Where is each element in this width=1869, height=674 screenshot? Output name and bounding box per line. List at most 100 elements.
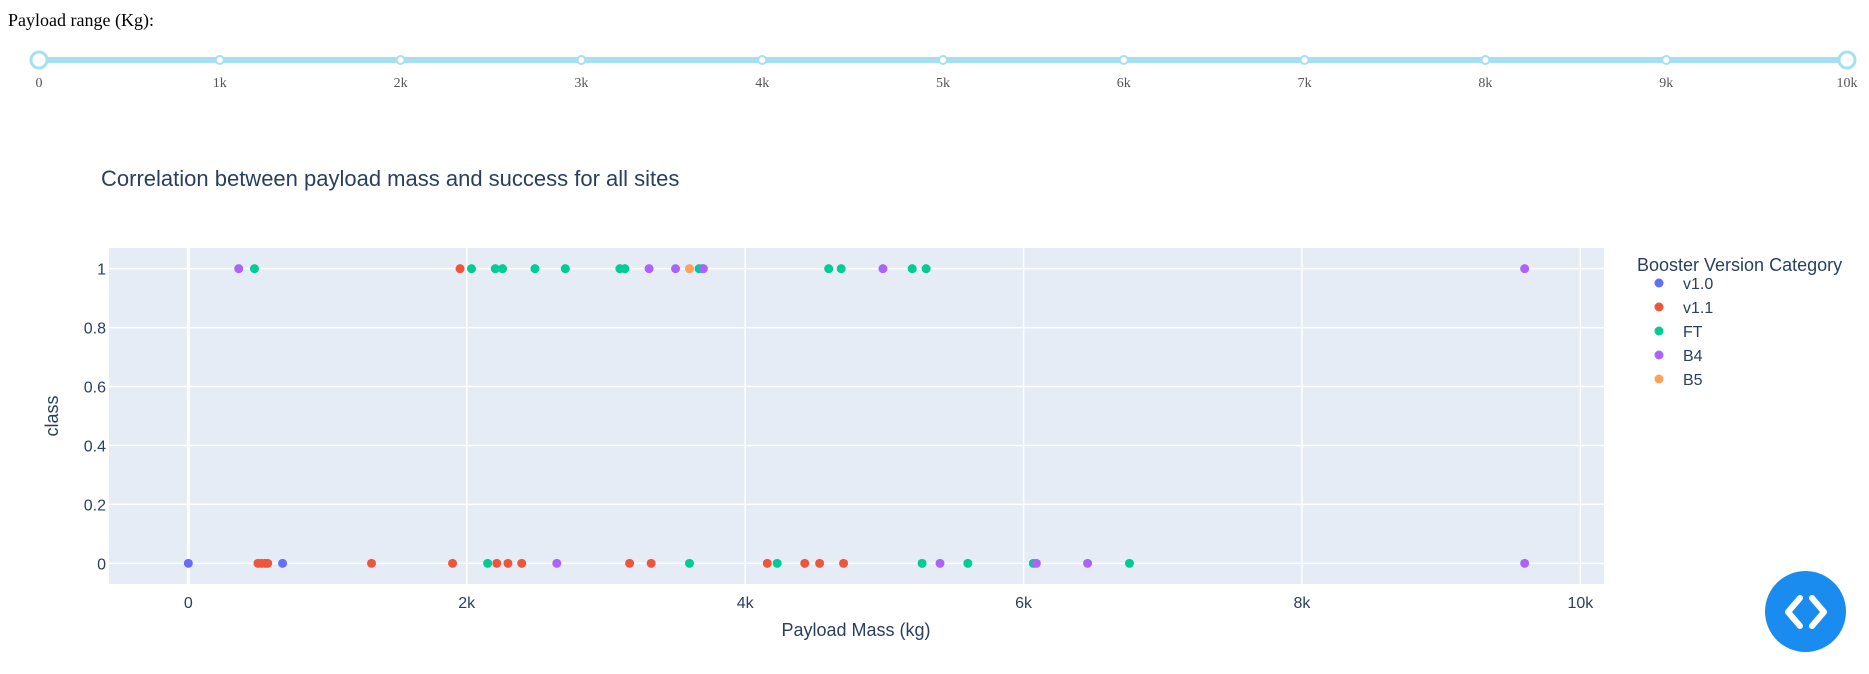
data-point[interactable] bbox=[684, 264, 694, 274]
y-tick-label: 0.6 bbox=[84, 380, 106, 397]
data-point[interactable] bbox=[183, 558, 193, 568]
code-toggle-button[interactable] bbox=[1765, 571, 1846, 652]
x-tick-label: 2k bbox=[458, 595, 476, 612]
data-point[interactable] bbox=[503, 558, 513, 568]
legend-item[interactable]: v1.1 bbox=[1654, 300, 1714, 317]
slider-mark-label[interactable]: 1k bbox=[213, 76, 227, 91]
slider-handle-min[interactable] bbox=[29, 50, 49, 70]
data-point[interactable] bbox=[490, 264, 500, 274]
legend-item[interactable]: v1.0 bbox=[1654, 276, 1714, 293]
data-point[interactable] bbox=[935, 558, 945, 568]
data-point[interactable] bbox=[517, 558, 527, 568]
slider-mark-label[interactable]: 0 bbox=[36, 76, 43, 91]
slider-mark-dot[interactable] bbox=[1299, 55, 1310, 65]
data-point[interactable] bbox=[1031, 558, 1041, 568]
legend-marker bbox=[1654, 302, 1664, 312]
data-point[interactable] bbox=[644, 264, 654, 274]
data-point[interactable] bbox=[907, 264, 917, 274]
slider-mark-label[interactable]: 7k bbox=[1298, 76, 1312, 91]
y-tick-label: 0.2 bbox=[84, 497, 106, 514]
legend-marker bbox=[1654, 350, 1664, 360]
data-point[interactable] bbox=[963, 558, 973, 568]
data-point[interactable] bbox=[367, 558, 377, 568]
slider-mark-label[interactable]: 4k bbox=[755, 76, 769, 91]
slider-mark-dot[interactable] bbox=[1480, 55, 1491, 65]
data-point[interactable] bbox=[839, 558, 849, 568]
slider-mark-dot[interactable] bbox=[214, 55, 225, 65]
legend-label: v1.0 bbox=[1683, 276, 1713, 293]
data-point[interactable] bbox=[249, 264, 259, 274]
slider-mark-label[interactable]: 3k bbox=[574, 76, 588, 91]
slider-mark-label[interactable]: 6k bbox=[1117, 76, 1131, 91]
data-point[interactable] bbox=[552, 558, 562, 568]
data-point[interactable] bbox=[824, 264, 834, 274]
slider-mark-label[interactable]: 8k bbox=[1478, 76, 1492, 91]
x-tick-label: 4k bbox=[737, 595, 755, 612]
data-point[interactable] bbox=[483, 558, 493, 568]
data-point[interactable] bbox=[620, 264, 630, 274]
data-point[interactable] bbox=[772, 558, 782, 568]
x-tick-label: 10k bbox=[1567, 595, 1594, 612]
payload-range-slider[interactable]: 0 1k 2k 3k 4k 5k 6k 7k 8k 9k 10k bbox=[0, 28, 1869, 128]
data-point[interactable] bbox=[492, 558, 502, 568]
data-point[interactable] bbox=[625, 558, 635, 568]
data-point[interactable] bbox=[698, 264, 708, 274]
slider-mark-label[interactable]: 5k bbox=[936, 76, 950, 91]
data-point[interactable] bbox=[1124, 558, 1134, 568]
data-point[interactable] bbox=[1520, 264, 1530, 274]
slider-mark-dot[interactable] bbox=[938, 55, 948, 65]
slider-mark-label[interactable]: 10k bbox=[1837, 76, 1858, 91]
data-point[interactable] bbox=[498, 264, 508, 274]
data-point[interactable] bbox=[836, 264, 846, 274]
x-tick-label: 6k bbox=[1015, 595, 1033, 612]
data-point[interactable] bbox=[684, 558, 694, 568]
legend-item[interactable]: B4 bbox=[1654, 348, 1703, 365]
legend-item[interactable]: FT bbox=[1654, 324, 1703, 341]
slider-mark-dot[interactable] bbox=[757, 55, 768, 65]
legend-label: v1.1 bbox=[1683, 300, 1713, 317]
legend-marker bbox=[1654, 278, 1664, 288]
data-point[interactable] bbox=[762, 558, 772, 568]
y-axis-label: class bbox=[42, 395, 62, 436]
x-tick-label: 0 bbox=[184, 595, 193, 612]
data-point[interactable] bbox=[278, 558, 288, 568]
chart-title: Correlation between payload mass and suc… bbox=[101, 166, 679, 191]
plot-area[interactable] bbox=[109, 248, 1604, 584]
data-point[interactable] bbox=[530, 264, 540, 274]
legend-title: Booster Version Category bbox=[1637, 255, 1842, 275]
y-tick-label: 0 bbox=[97, 556, 106, 573]
legend-item[interactable]: B5 bbox=[1654, 372, 1703, 389]
y-tick-label: 0.8 bbox=[84, 321, 106, 338]
data-point[interactable] bbox=[455, 264, 465, 274]
data-point[interactable] bbox=[1520, 558, 1530, 568]
slider-label: Payload range (Kg): bbox=[8, 10, 154, 30]
slider-mark-dot[interactable] bbox=[1118, 55, 1129, 65]
legend[interactable]: v1.0 v1.1 FT B4 B5 bbox=[1654, 276, 1714, 389]
data-point[interactable] bbox=[878, 264, 888, 274]
data-point[interactable] bbox=[917, 558, 927, 568]
x-tick-label: 8k bbox=[1293, 595, 1311, 612]
data-point[interactable] bbox=[800, 558, 810, 568]
slider-handle-max[interactable] bbox=[1837, 50, 1857, 70]
data-point[interactable] bbox=[263, 558, 273, 568]
data-point[interactable] bbox=[646, 558, 656, 568]
data-point[interactable] bbox=[815, 558, 825, 568]
slider-mark-dot[interactable] bbox=[395, 55, 406, 65]
legend-marker bbox=[1654, 326, 1664, 336]
slider-mark-label[interactable]: 2k bbox=[394, 76, 408, 91]
data-point[interactable] bbox=[560, 264, 570, 274]
data-point[interactable] bbox=[1083, 558, 1093, 568]
slider-mark-dot[interactable] bbox=[1661, 55, 1672, 65]
data-point[interactable] bbox=[671, 264, 681, 274]
data-point[interactable] bbox=[448, 558, 458, 568]
data-point[interactable] bbox=[234, 264, 244, 274]
scatter-chart: Correlation between payload mass and suc… bbox=[42, 166, 1842, 640]
slider-mark-label[interactable]: 9k bbox=[1659, 76, 1673, 91]
grid-lines bbox=[109, 248, 1604, 584]
data-point[interactable] bbox=[466, 264, 476, 274]
slider-mark-dot[interactable] bbox=[576, 55, 587, 65]
x-axis-ticks: 0 2k 4k 6k 8k 10k bbox=[184, 595, 1594, 612]
y-axis-ticks: 0 0.2 0.4 0.6 0.8 1 bbox=[84, 262, 106, 574]
code-brackets-icon bbox=[1784, 594, 1827, 629]
data-point[interactable] bbox=[921, 264, 931, 274]
